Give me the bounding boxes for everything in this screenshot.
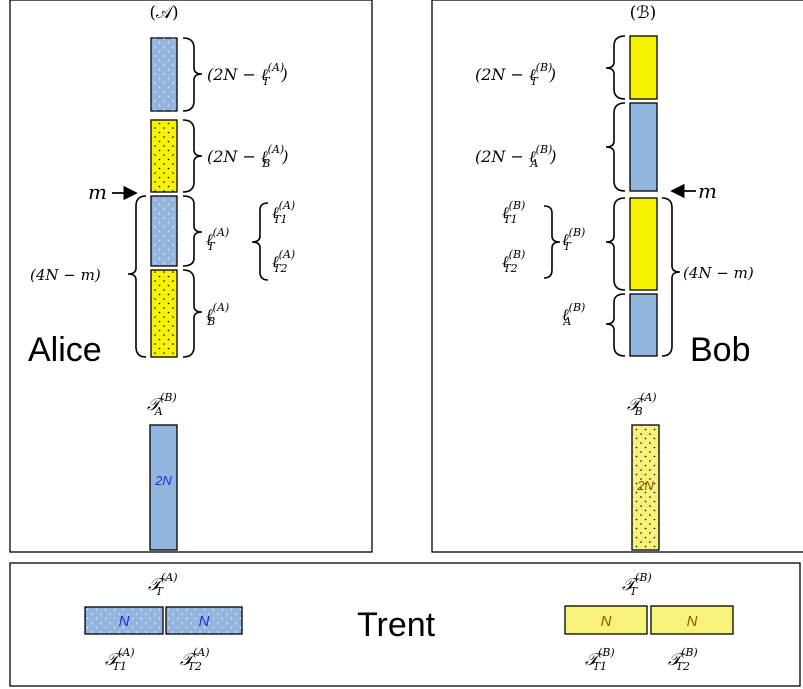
alice-brace-left	[127, 195, 147, 358]
trent-panel: 𝒯(A) T N N 𝒯(A) T1 𝒯(A) T2 Trent 𝒯(B) T N N …	[9, 562, 801, 687]
bob-token-label: 𝒯(A) B	[627, 391, 657, 418]
alice-panel: (𝒜) (2N − ℓ(A) T) (2N − ℓ(A) B) ℓ(A) T ℓ(A)…	[9, 0, 373, 553]
bob-brace-right	[661, 197, 681, 357]
bob-token-text: 2N	[636, 478, 654, 493]
trent-a2-label: 𝒯(A) T2	[180, 646, 210, 673]
bob-la-label: ℓ(B) A	[562, 301, 585, 328]
bob-brace-lt-split	[543, 205, 561, 279]
bob-brace-top	[605, 35, 626, 100]
bob-brace-la	[605, 293, 626, 357]
trent-b1-label: 𝒯(B) T1	[585, 646, 615, 673]
alice-brace-left-label: (4N − m)	[30, 266, 101, 284]
alice-brace-top	[182, 37, 203, 112]
alice-token-label: 𝒯(B) A	[147, 391, 177, 418]
alice-set-label: (𝒜)	[149, 3, 178, 23]
trent-b-block-2	[650, 605, 734, 635]
bob-m-label: m	[698, 179, 717, 203]
alice-lt-label: ℓ(A) T	[206, 226, 229, 253]
bob-frame	[431, 0, 803, 553]
bob-segment-lt	[629, 197, 658, 291]
trent-b-label: 𝒯(B) T	[622, 571, 652, 598]
trent-b-block-2-text: N	[687, 613, 698, 630]
bob-brace-mid-label: (2N − ℓ(B) A)	[475, 143, 557, 170]
alice-brace-mid-label: (2N − ℓ(A) B)	[207, 143, 289, 170]
bob-segment-top	[629, 35, 658, 100]
bob-brace-top-label: (2N − ℓ(B) T)	[475, 61, 556, 88]
trent-name: Trent	[357, 606, 436, 644]
bob-set-label: (ℬ)	[630, 3, 657, 23]
trent-a-label: 𝒯(A) T	[148, 571, 178, 598]
bob-segment-mid	[629, 102, 658, 192]
alice-name: Alice	[28, 331, 102, 369]
alice-brace-lb	[182, 269, 203, 358]
trent-b-block-1-text: N	[601, 613, 612, 630]
alice-lt1-label: ℓ(A) T1	[272, 199, 295, 226]
alice-m-label: m	[88, 180, 107, 204]
trent-b-block-1	[564, 605, 648, 635]
bob-lt-label: ℓ(B) T	[562, 226, 585, 253]
trent-a-block-2-text: N	[199, 613, 210, 630]
trent-a1-label: 𝒯(A) T1	[105, 646, 135, 673]
alice-token-bar	[149, 424, 178, 551]
alice-brace-mid	[182, 119, 203, 193]
bob-name: Bob	[690, 331, 751, 369]
alice-token-text: 2N	[154, 473, 172, 488]
trent-frame	[9, 562, 801, 687]
alice-brace-lt-split	[251, 202, 269, 281]
bob-segment-la	[629, 293, 658, 357]
trent-a-block-1-text: N	[119, 613, 130, 630]
bob-lt1-label: ℓ(B) T1	[502, 199, 525, 226]
bob-brace-right-label: (4N − m)	[683, 264, 754, 282]
alice-lt2-label: ℓ(A) T2	[272, 248, 295, 275]
trent-b2-label: 𝒯(B) T2	[668, 646, 698, 673]
alice-brace-lt	[182, 195, 203, 267]
bob-panel: (ℬ) (2N − ℓ(B) T) (2N − ℓ(B) A) ℓ(B) T ℓ(B)…	[431, 0, 803, 553]
bob-lt2-label: ℓ(B) T2	[502, 248, 525, 275]
alice-lb-label: ℓ(A) B	[206, 301, 229, 328]
bob-brace-mid	[605, 102, 626, 192]
alice-brace-top-label: (2N − ℓ(A) T)	[207, 61, 288, 88]
alice-frame	[9, 0, 373, 553]
bob-brace-lt	[605, 197, 626, 291]
